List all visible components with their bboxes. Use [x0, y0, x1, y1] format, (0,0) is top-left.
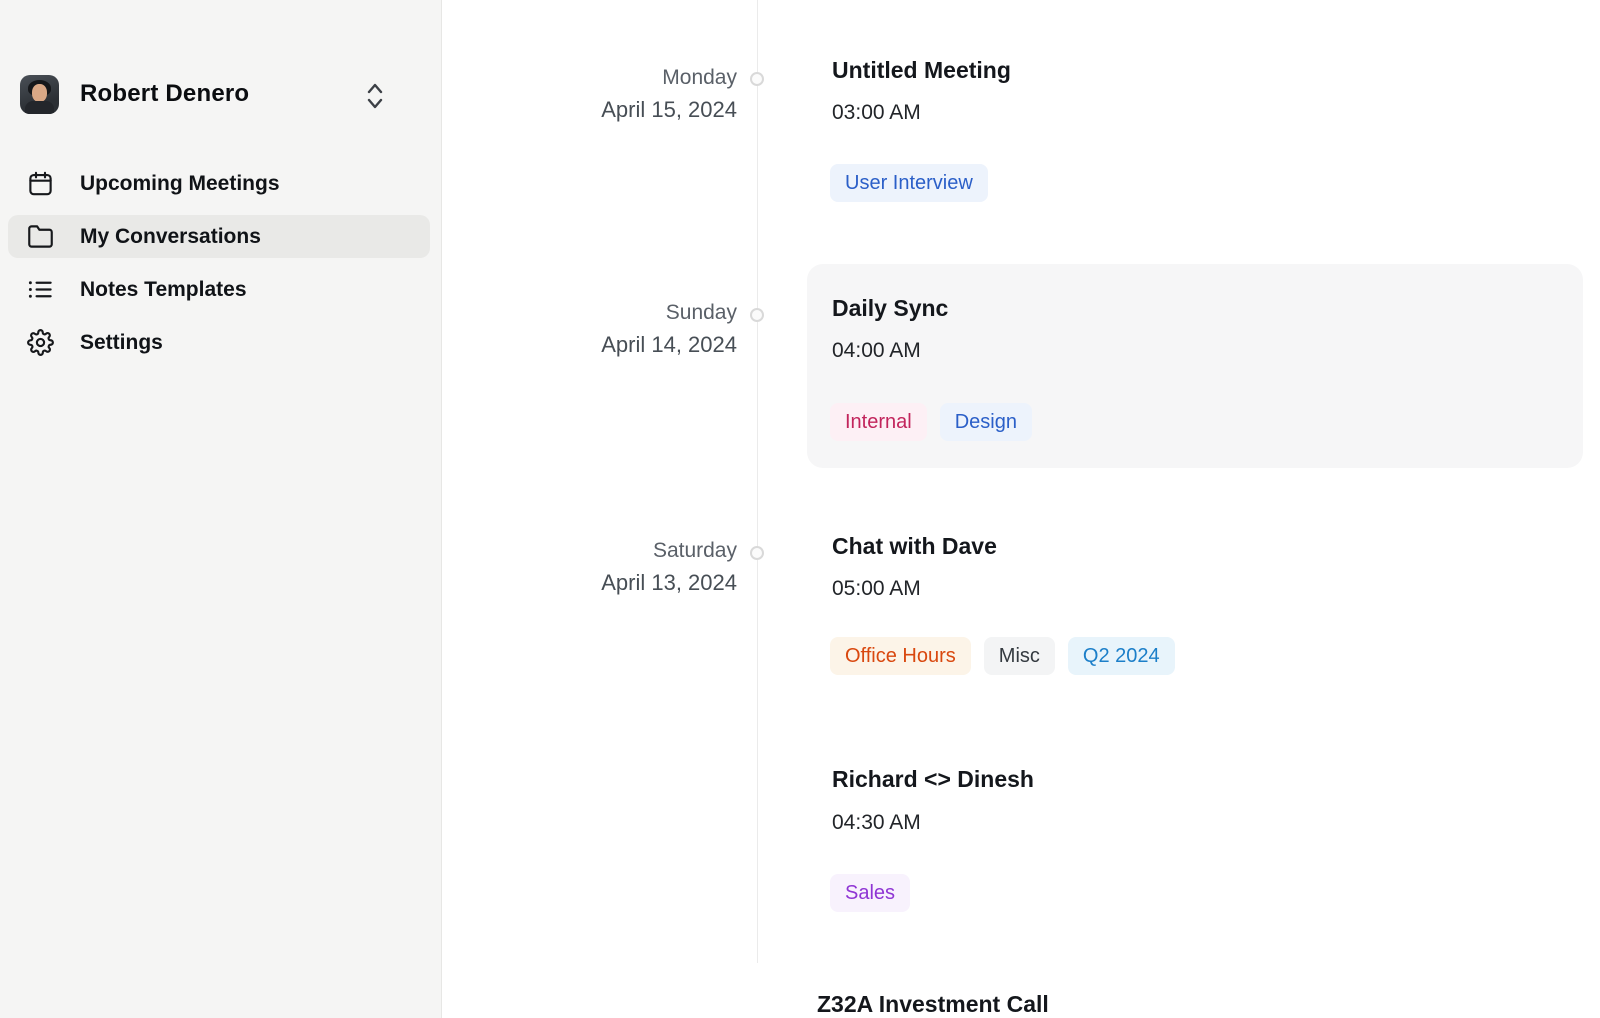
tag-chip[interactable]: Internal	[830, 403, 927, 441]
meeting-tags: User Interview	[830, 164, 988, 202]
meeting-tags: Office Hours Misc Q2 2024	[830, 637, 1175, 675]
list-icon	[26, 276, 54, 304]
sidebar-item-upcoming-meetings[interactable]: Upcoming Meetings	[8, 162, 430, 205]
timeline-dot	[750, 546, 764, 560]
meeting-time: 04:00 AM	[832, 339, 921, 362]
meeting-title[interactable]: Untitled Meeting	[832, 57, 1011, 83]
sidebar-item-my-conversations[interactable]: My Conversations	[8, 215, 430, 258]
tag-chip[interactable]: Office Hours	[830, 637, 971, 675]
profile-name: Robert Denero	[80, 80, 250, 107]
weekday-label: Sunday	[665, 301, 737, 324]
timeline-dot	[750, 72, 764, 86]
timeline-dot	[750, 308, 764, 322]
meeting-time: 05:00 AM	[832, 577, 921, 600]
sidebar-item-settings[interactable]: Settings	[8, 321, 430, 364]
date-label: April 13, 2024	[601, 570, 737, 595]
gear-icon	[26, 329, 54, 357]
sidebar-item-label: My Conversations	[80, 224, 261, 248]
date-group-label: Sunday April 14, 2024	[437, 298, 737, 361]
calendar-icon	[26, 170, 54, 198]
date-group-label: Saturday April 13, 2024	[437, 536, 737, 599]
tag-chip[interactable]: Q2 2024	[1067, 637, 1175, 675]
meeting-time: 03:00 AM	[832, 101, 921, 124]
tag-chip[interactable]: Misc	[983, 637, 1055, 675]
meeting-title[interactable]: Daily Sync	[832, 295, 949, 321]
tag-chip[interactable]: Design	[939, 403, 1032, 441]
sidebar-nav: Upcoming Meetings My Conversations	[8, 162, 430, 374]
date-group-label: Monday April 15, 2024	[437, 63, 737, 126]
sidebar-item-notes-templates[interactable]: Notes Templates	[8, 268, 430, 311]
meeting-tags: Sales	[830, 874, 911, 912]
meeting-title[interactable]: Chat with Dave	[832, 533, 997, 559]
sidebar: Robert Denero Upcoming Meetings	[0, 0, 442, 1018]
meeting-title[interactable]: Richard <> Dinesh	[832, 766, 1034, 792]
folder-icon	[26, 223, 54, 251]
timeline-line	[756, 0, 758, 963]
sidebar-item-label: Notes Templates	[80, 277, 247, 301]
sidebar-item-label: Upcoming Meetings	[80, 171, 280, 195]
profile-switcher[interactable]: Robert Denero	[20, 73, 422, 115]
meeting-tags: Internal Design	[830, 403, 1032, 441]
tag-chip[interactable]: User Interview	[830, 164, 988, 202]
weekday-label: Saturday	[652, 539, 737, 562]
meeting-card-highlight[interactable]	[807, 264, 1583, 468]
date-label: April 14, 2024	[601, 332, 737, 357]
weekday-label: Monday	[662, 66, 737, 89]
avatar	[20, 74, 59, 114]
tag-chip[interactable]: Sales	[830, 874, 911, 912]
chevron-up-down-icon	[367, 83, 383, 109]
meeting-time: 04:30 AM	[832, 811, 921, 834]
meeting-title[interactable]: Z32A Investment Call	[817, 991, 1049, 1017]
date-label: April 15, 2024	[601, 97, 737, 122]
sidebar-item-label: Settings	[80, 330, 163, 354]
